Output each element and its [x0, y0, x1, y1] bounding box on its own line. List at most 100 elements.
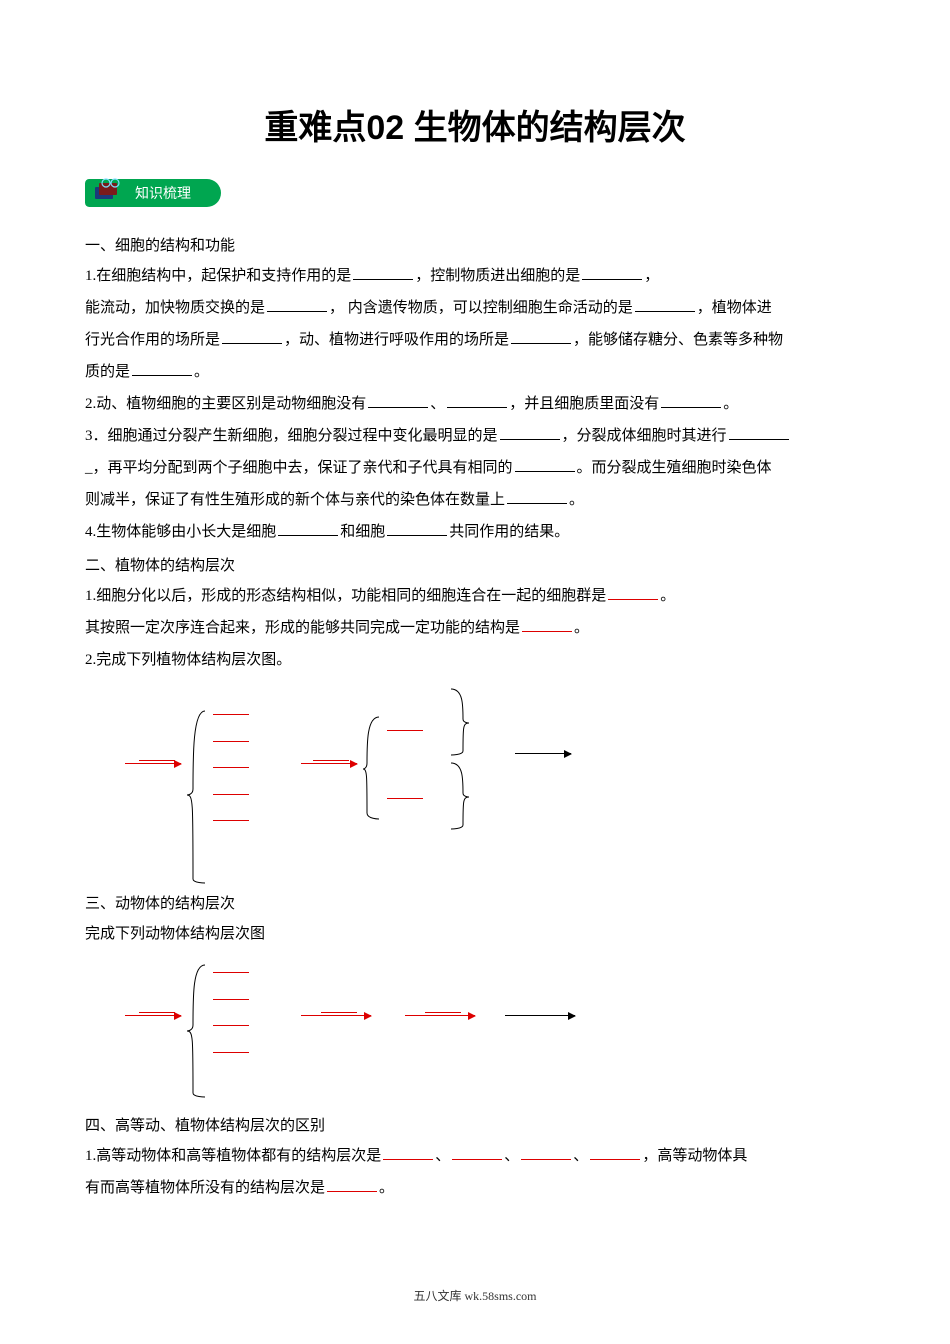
arrow-icon	[515, 753, 571, 754]
text: 。而分裂成生殖细胞时染色体	[577, 460, 772, 476]
blank	[452, 1142, 502, 1160]
tissue-column	[213, 957, 260, 1063]
blank	[521, 1142, 571, 1160]
section3-heading: 三、动物体的结构层次	[85, 889, 865, 919]
text: 共同作用的结果。	[449, 524, 569, 540]
knowledge-badge: 知识梳理	[85, 179, 221, 207]
books-icon	[93, 177, 127, 203]
blank	[213, 807, 249, 821]
text: 。	[660, 588, 675, 604]
text: 、	[504, 1148, 519, 1164]
s3-line1: 完成下列动物体结构层次图	[85, 919, 865, 949]
text: ，能够储存糖分、色素等多种物	[573, 332, 783, 348]
text: _，再平均分配到两个子细胞中去，保证了亲代和子代具有相同的	[85, 460, 513, 476]
text: ，控制物质进出细胞的是	[415, 268, 580, 284]
blank	[425, 999, 461, 1020]
text: ， 内含遗传物质，可以控制细胞生命活动的是	[329, 300, 633, 316]
text: 。	[379, 1180, 394, 1196]
blank	[213, 986, 249, 1000]
brace-icon	[447, 759, 471, 833]
blank	[267, 294, 327, 312]
blank	[222, 326, 282, 344]
text: 、	[430, 396, 445, 412]
blank	[582, 262, 642, 280]
blank	[139, 999, 175, 1020]
text: 。	[574, 620, 589, 636]
s2-line1: 1.细胞分化以后，形成的形态结构相似，功能相同的细胞连合在一起的细胞群是 。	[85, 581, 865, 611]
s2-line3: 2.完成下列植物体结构层次图。	[85, 645, 865, 675]
s1-line3: 行光合作用的场所是，动、植物进行呼吸作用的场所是，能够储存糖分、色素等多种物	[85, 325, 865, 355]
s1-line4: 质的是 。	[85, 357, 865, 387]
s1-line8: 则减半，保证了有性生殖形成的新个体与亲代的染色体在数量上。	[85, 485, 865, 515]
blank	[507, 486, 567, 504]
blank	[383, 1142, 433, 1160]
brace-icon	[447, 685, 471, 759]
text: 1.细胞分化以后，形成的形态结构相似，功能相同的细胞连合在一起的细胞群是	[85, 588, 606, 604]
text: 有而高等植物体所没有的结构层次是	[85, 1180, 325, 1196]
blank	[515, 454, 575, 472]
text: ，并且细胞质里面没有	[509, 396, 659, 412]
blank	[213, 1039, 249, 1053]
text: ，	[644, 268, 659, 284]
text: 则减半，保证了有性生殖形成的新个体与亲代的染色体在数量上	[85, 492, 505, 508]
blank	[387, 518, 447, 536]
blank	[661, 390, 721, 408]
text: 、	[573, 1148, 588, 1164]
organ-blank	[387, 785, 427, 806]
s1-line6: 3．细胞通过分裂产生新细胞，细胞分裂过程中变化最明显的是，分裂成体细胞时其进行	[85, 421, 865, 451]
text: 行光合作用的场所是	[85, 332, 220, 348]
blank	[590, 1142, 640, 1160]
blank	[447, 390, 507, 408]
s1-line1: 1.在细胞结构中，起保护和支持作用的是 ，控制物质进出细胞的是 ，	[85, 261, 865, 291]
badge-label: 知识梳理	[135, 187, 191, 202]
text: 能流动，加快物质交换的是	[85, 300, 265, 316]
blank	[213, 728, 249, 742]
blank	[321, 999, 357, 1020]
section2-heading: 二、植物体的结构层次	[85, 551, 865, 581]
s1-line9: 4.生物体能够由小长大是细胞 和细胞 共同作用的结果。	[85, 517, 865, 547]
arrow-icon	[505, 1015, 575, 1016]
blank	[213, 959, 249, 973]
text: 其按照一定次序连合起来，形成的能够共同完成一定功能的结构是	[85, 620, 520, 636]
page-footer: 五八文库 wk.58sms.com	[0, 1287, 950, 1304]
s2-line2: 其按照一定次序连合起来，形成的能够共同完成一定功能的结构是 。	[85, 613, 865, 643]
text: 4.生物体能够由小长大是细胞	[85, 524, 276, 540]
blank	[213, 701, 249, 715]
text: 2.动、植物细胞的主要区别是动物细胞没有	[85, 396, 366, 412]
blank	[368, 390, 428, 408]
text: 质的是	[85, 364, 130, 380]
text: 。	[723, 396, 738, 412]
blank	[278, 518, 338, 536]
plant-structure-diagram	[85, 685, 865, 885]
blank	[213, 754, 249, 768]
text: ，植物体进	[697, 300, 772, 316]
brace-icon	[361, 713, 385, 823]
text: ，分裂成体细胞时其进行	[562, 428, 727, 444]
blank	[500, 422, 560, 440]
text: 。	[194, 364, 209, 380]
section4-heading: 四、高等动、植物体结构层次的区别	[85, 1111, 865, 1141]
tissue-column	[213, 699, 260, 832]
organ-blank	[387, 717, 427, 738]
text: 1.高等动物体和高等植物体都有的结构层次是	[85, 1148, 381, 1164]
blank	[522, 614, 572, 632]
blank	[511, 326, 571, 344]
text: ，高等动物体具	[642, 1148, 747, 1164]
text: 、	[435, 1148, 450, 1164]
blank	[132, 358, 192, 376]
blank	[213, 781, 249, 795]
text: 和细胞	[340, 524, 385, 540]
text: 1.在细胞结构中，起保护和支持作用的是	[85, 268, 351, 284]
blank	[353, 262, 413, 280]
blank	[139, 747, 175, 768]
blank	[213, 1012, 249, 1026]
s4-line1: 1.高等动物体和高等植物体都有的结构层次是 、 、 、 ，高等动物体具	[85, 1141, 865, 1171]
s4-line2: 有而高等植物体所没有的结构层次是 。	[85, 1173, 865, 1203]
animal-structure-diagram	[85, 957, 865, 1107]
section1-heading: 一、细胞的结构和功能	[85, 231, 865, 261]
s1-line5: 2.动、植物细胞的主要区别是动物细胞没有 、 ，并且细胞质里面没有 。	[85, 389, 865, 419]
blank	[729, 422, 789, 440]
s1-line7: _，再平均分配到两个子细胞中去，保证了亲代和子代具有相同的 。而分裂成生殖细胞时染…	[85, 453, 865, 483]
blank	[608, 582, 658, 600]
s1-line2: 能流动，加快物质交换的是 ， 内含遗传物质，可以控制细胞生命活动的是 ，植物体进	[85, 293, 865, 323]
